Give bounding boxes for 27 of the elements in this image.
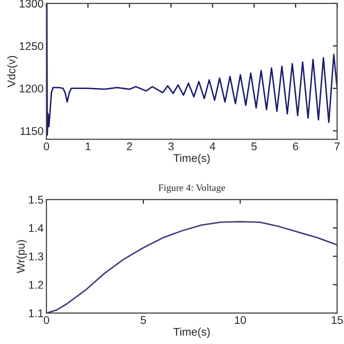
y-tick-label: 1.4: [29, 224, 44, 232]
caption: Figure 4: Voltage: [158, 184, 226, 194]
x-tick-label: 6: [293, 142, 298, 150]
x-tick-label: 5: [251, 142, 257, 150]
x-tick-label: 15: [332, 316, 343, 324]
y-tick-label: 1.5: [29, 196, 44, 204]
y-tick-label: 1200: [20, 84, 44, 92]
x-axis-title: Time(s): [173, 328, 210, 338]
x-tick-label: 7: [334, 142, 340, 150]
y-axis-title: Wr(pu): [16, 240, 27, 274]
x-tick-label: 3: [168, 142, 174, 150]
y-tick-label: 1150: [20, 127, 44, 135]
y-tick-label: 1300: [20, 0, 44, 8]
x-tick-label: 2: [126, 142, 132, 150]
y-tick-label: 1.3: [29, 252, 44, 260]
y-tick-label: 1.2: [29, 280, 44, 289]
x-tick-label: 5: [140, 316, 146, 324]
y-tick-label: 1.1: [29, 309, 44, 318]
x-axis-title: Time(s): [173, 154, 210, 164]
y-tick-label: 1250: [20, 42, 44, 50]
x-tick-label: 10: [234, 316, 246, 324]
line-series: [46, 3, 338, 136]
x-tick-label: 1: [86, 142, 91, 150]
x-tick-label: 0: [44, 316, 50, 324]
y-axis-title: Vdc(v): [7, 56, 18, 88]
x-tick-label: 0: [44, 142, 50, 150]
x-tick-label: 4: [210, 142, 216, 150]
